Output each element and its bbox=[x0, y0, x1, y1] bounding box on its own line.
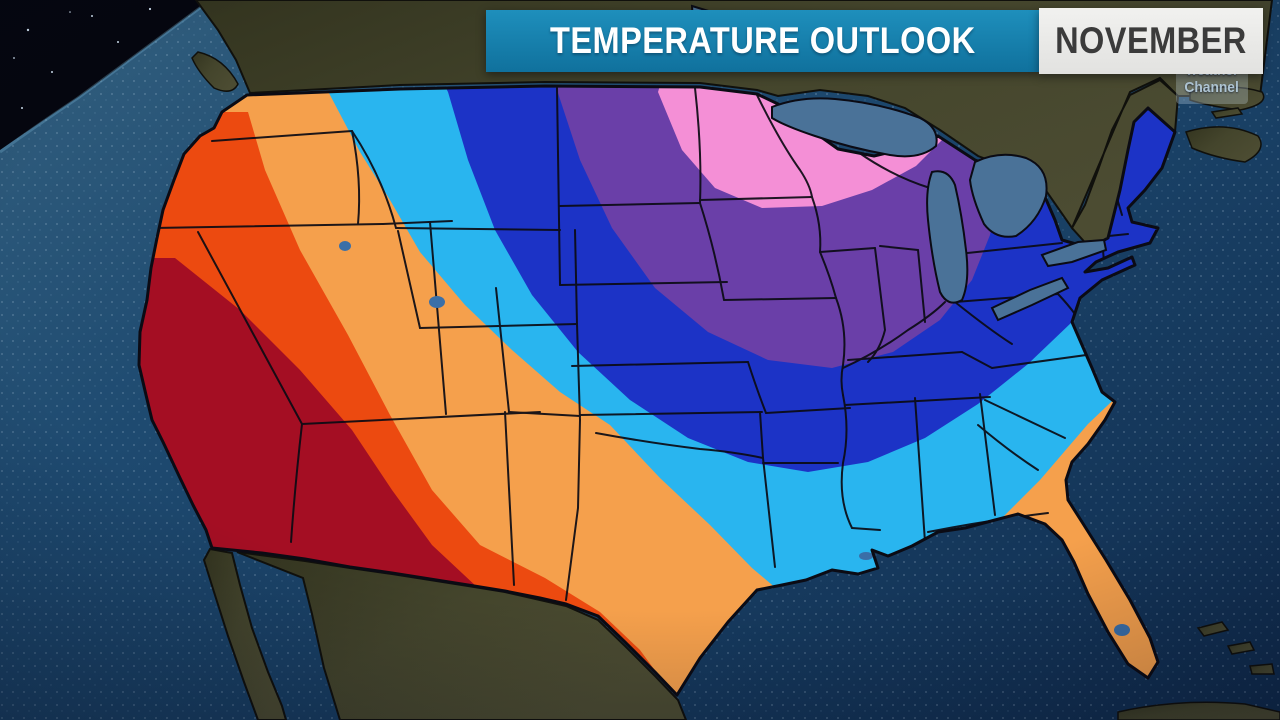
great-salt-lake bbox=[429, 296, 445, 308]
month-banner: NOVEMBER bbox=[1039, 8, 1263, 74]
baja-california bbox=[202, 547, 288, 720]
lake-okeechobee bbox=[1114, 624, 1130, 636]
islands bbox=[1117, 621, 1280, 720]
lake-superior bbox=[771, 97, 938, 158]
lake-michigan bbox=[926, 170, 969, 304]
bahamas bbox=[1196, 621, 1230, 637]
lake-ontario bbox=[1040, 238, 1108, 268]
us-border-outline bbox=[137, 84, 1177, 697]
lake-erie bbox=[990, 276, 1070, 322]
bahamas bbox=[1249, 663, 1275, 675]
vancouver-island bbox=[191, 51, 239, 92]
nova-scotia bbox=[1185, 126, 1262, 163]
prince-edward-island bbox=[1210, 107, 1244, 119]
atmosphere-glow bbox=[0, 0, 209, 154]
cuba bbox=[1117, 701, 1280, 720]
state-borders bbox=[149, 87, 1129, 601]
bahamas bbox=[1226, 641, 1256, 655]
month-label: NOVEMBER bbox=[1055, 20, 1247, 61]
yellowstone-lake bbox=[339, 241, 351, 251]
page-title: TEMPERATURE OUTLOOK bbox=[549, 20, 976, 61]
lake-huron bbox=[968, 153, 1048, 238]
lake-pontchartrain bbox=[859, 552, 873, 560]
logo-line-2: Channel bbox=[1184, 79, 1240, 96]
space-sky bbox=[0, 0, 210, 154]
new-brunswick-coast bbox=[1189, 86, 1265, 111]
title-banner: TEMPERATURE OUTLOOK bbox=[486, 10, 1039, 72]
